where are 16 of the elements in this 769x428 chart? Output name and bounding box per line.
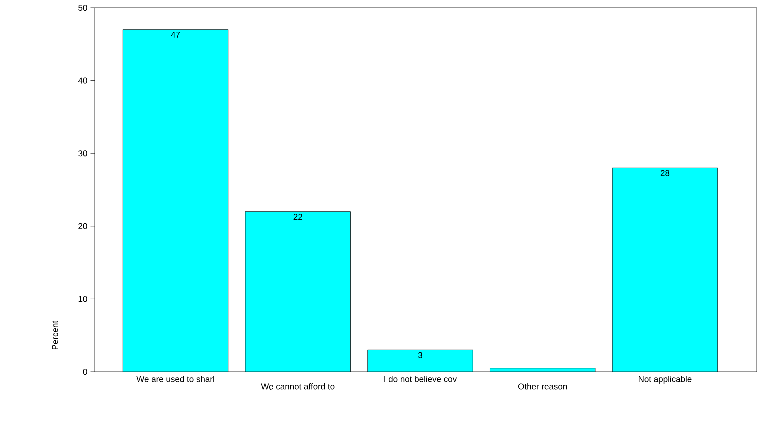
x-tick-label: We cannot afford to	[261, 383, 335, 390]
y-tick-label: 20	[78, 223, 88, 230]
y-axis-title: Percent	[52, 321, 58, 350]
y-tick-label: 10	[78, 296, 88, 302]
data-label: 22	[294, 214, 302, 220]
x-tick-label: I do not believe cov	[384, 376, 458, 382]
data-label: 47	[171, 32, 180, 38]
data-label: 3	[418, 352, 422, 358]
x-tick-label: Not applicable	[639, 376, 692, 384]
x-tick-label: We are used to sharl	[136, 376, 214, 382]
y-tick-label: 0	[83, 368, 88, 376]
y-tick-label: 50	[78, 4, 88, 11]
data-label: 28	[660, 170, 670, 176]
y-tick-label: 30	[78, 150, 88, 157]
x-tick-label: Other reason	[518, 383, 568, 390]
y-tick-label: 40	[78, 78, 88, 84]
